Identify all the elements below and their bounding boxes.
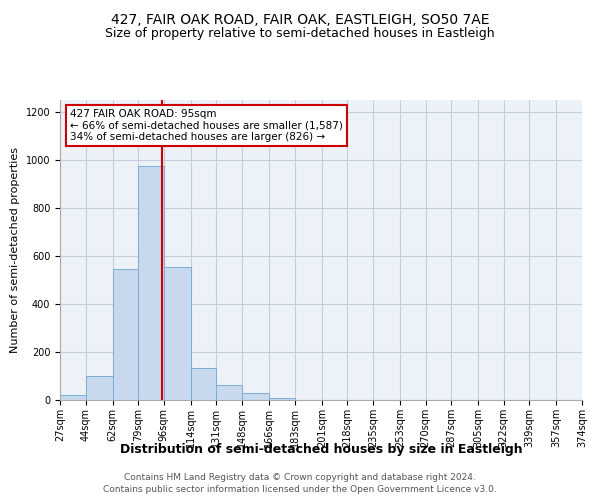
Text: Contains public sector information licensed under the Open Government Licence v3: Contains public sector information licen… [103, 485, 497, 494]
Text: 427, FAIR OAK ROAD, FAIR OAK, EASTLEIGH, SO50 7AE: 427, FAIR OAK ROAD, FAIR OAK, EASTLEIGH,… [111, 12, 489, 26]
Bar [60, 395, 86, 400]
Bar [164, 267, 191, 400]
Bar [138, 166, 164, 400]
Bar [269, 398, 295, 400]
Bar [191, 368, 217, 400]
Text: 427 FAIR OAK ROAD: 95sqm
← 66% of semi-detached houses are smaller (1,587)
34% o: 427 FAIR OAK ROAD: 95sqm ← 66% of semi-d… [70, 109, 343, 142]
Bar [86, 376, 113, 400]
Y-axis label: Number of semi-detached properties: Number of semi-detached properties [10, 147, 20, 353]
Text: Distribution of semi-detached houses by size in Eastleigh: Distribution of semi-detached houses by … [119, 442, 523, 456]
Bar [113, 269, 138, 400]
Bar [217, 385, 242, 400]
Bar [242, 394, 269, 400]
Text: Contains HM Land Registry data © Crown copyright and database right 2024.: Contains HM Land Registry data © Crown c… [124, 472, 476, 482]
Text: Size of property relative to semi-detached houses in Eastleigh: Size of property relative to semi-detach… [105, 28, 495, 40]
